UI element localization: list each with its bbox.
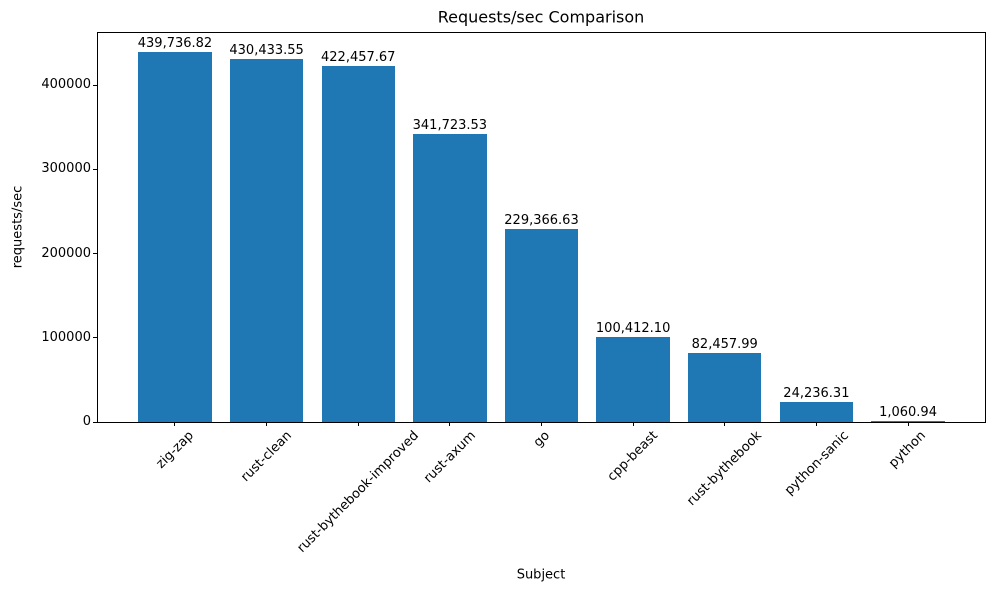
- x-tick-label: rust-bythebook-improved: [294, 428, 422, 556]
- x-tick: [449, 422, 451, 426]
- y-tick-label: 200000: [41, 245, 91, 261]
- x-tick-label: rust-bythebook: [684, 428, 766, 509]
- bar-value-label: 439,736.82: [137, 35, 213, 51]
- y-tick: [93, 84, 97, 86]
- bar: [504, 228, 579, 422]
- y-tick: [93, 421, 97, 423]
- bar: [871, 421, 945, 422]
- x-tick-label: python: [886, 428, 930, 472]
- bar-value-label: 82,457.99: [691, 336, 758, 352]
- x-tick: [357, 422, 359, 426]
- bar: [413, 134, 487, 422]
- x-tick: [724, 422, 726, 426]
- x-tick-label: rust-clean: [238, 428, 295, 485]
- y-tick: [93, 253, 97, 254]
- bar-value-label: 24,236.31: [783, 385, 850, 401]
- bar-value-label: 229,366.63: [504, 212, 579, 228]
- bar-value-label: 422,457.67: [321, 50, 396, 66]
- y-tick-label: 0: [82, 414, 91, 429]
- bar: [321, 66, 395, 422]
- bar: [229, 59, 304, 422]
- x-tick-label: zig-zap: [153, 428, 197, 472]
- bar: [596, 337, 670, 422]
- x-tick: [907, 422, 909, 426]
- x-axis-label: Subject: [516, 567, 566, 583]
- bar: [779, 401, 854, 422]
- y-tick: [93, 168, 97, 170]
- bar: [138, 51, 212, 422]
- x-tick: [541, 422, 542, 426]
- x-tick-label: go: [530, 428, 553, 451]
- x-tick-label: python-sanic: [781, 428, 852, 499]
- y-axis-label: requests/sec: [10, 185, 26, 269]
- y-tick-label: 300000: [41, 161, 91, 177]
- bar-value-label: 1,060.94: [879, 405, 937, 420]
- bar-value-label: 100,412.10: [595, 321, 671, 337]
- x-tick-label: cpp-beast: [604, 428, 662, 485]
- x-tick: [632, 422, 634, 426]
- y-tick-label: 400000: [41, 77, 91, 92]
- y-tick: [93, 337, 97, 339]
- bar: [688, 352, 762, 422]
- plot-area: 439,736.82 430,433.55 422,457.67 341,723.53…: [93, 32, 986, 426]
- bar-value-label: 430,433.55: [229, 43, 304, 59]
- bar-value-label: 341,723.53: [412, 118, 488, 134]
- y-tick-label: 100000: [41, 329, 91, 345]
- chart-title: Requests/sec Comparison: [437, 7, 645, 27]
- x-tick-label: rust-axum: [421, 428, 479, 487]
- x-tick: [266, 422, 268, 426]
- x-tick: [815, 422, 817, 426]
- x-tick: [174, 422, 176, 426]
